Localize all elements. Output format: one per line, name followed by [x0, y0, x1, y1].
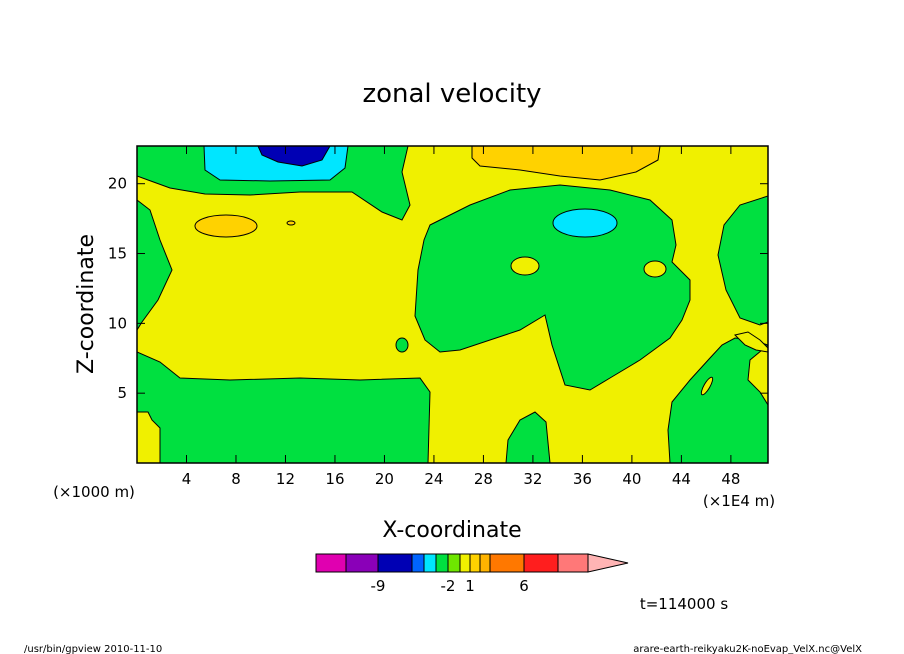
colorbar: [315, 553, 629, 573]
contour-green-left-lobe: [137, 199, 173, 331]
colorbar-box: [469, 553, 481, 573]
x-tick-label: 36: [573, 470, 592, 488]
contour-yellow-bottom-left-notch: [137, 411, 161, 463]
colorbar-box: [523, 553, 559, 573]
colorbar-box: [411, 553, 425, 573]
colorbar-box: [459, 553, 471, 573]
contour-green-bottom-left: [137, 351, 431, 463]
colorbar-label: 1: [465, 577, 475, 595]
y-tick-label: 10: [108, 314, 127, 332]
y-axis-label: Z-coordinate: [74, 234, 99, 374]
contour-orange-top-right: [471, 146, 661, 181]
colorbar-box: [345, 553, 379, 573]
x-tick-label: 28: [474, 470, 493, 488]
x-tick-label: 48: [721, 470, 740, 488]
footer-right: arare-earth-reikyaku2K-noEvap_VelX.nc@Ve…: [633, 644, 862, 654]
x-tick-label: 16: [325, 470, 344, 488]
contour-blue-top: [257, 146, 331, 167]
time-label: t=114000 s: [640, 595, 728, 613]
colorbar-box: [447, 553, 461, 573]
y-tick-label: 20: [108, 175, 127, 193]
colorbar-box: [423, 553, 437, 573]
contour-orange-left: [194, 214, 258, 238]
x-scale-label: (×1E4 m): [703, 492, 775, 510]
contour-field: [137, 146, 768, 463]
colorbar-label: 6: [519, 577, 529, 595]
contour-green-bottom-center: [505, 411, 551, 463]
x-axis-ticks: 4 8 12 16 20 24 28 32 36 40 44 48: [182, 146, 740, 488]
y-tick-label: 15: [108, 245, 127, 263]
contour-yellow-slit: [700, 376, 714, 396]
colorbar-box: [489, 553, 525, 573]
colorbar-box: [435, 553, 449, 573]
contour-yellow-right-notch: [734, 331, 768, 353]
colorbar-labels: -9 -2 1 6: [371, 577, 529, 595]
y-tick-label: 5: [117, 384, 127, 402]
colorbar-label: -2: [441, 577, 456, 595]
contour-cyan-right: [552, 208, 618, 238]
x-axis-label: X-coordinate: [382, 518, 521, 543]
x-tick-label: 24: [424, 470, 443, 488]
colorbar-box: [377, 553, 413, 573]
y-axis-ticks: 5 10 15 20: [108, 175, 768, 402]
x-tick-label: 8: [231, 470, 241, 488]
contour-green-dot: [395, 337, 409, 353]
colorbar-arrow: [587, 553, 629, 573]
footer-left: /usr/bin/gpview 2010-11-10: [24, 644, 162, 654]
contour-green-center: [414, 184, 691, 391]
contour-green-right-lower: [667, 337, 768, 463]
colorbar-box: [479, 553, 491, 573]
colorbar-box: [557, 553, 589, 573]
x-tick-label: 32: [523, 470, 542, 488]
contour-yellow-hole-1: [510, 256, 540, 276]
x-tick-label: 40: [622, 470, 641, 488]
contour-orange-small: [286, 220, 296, 226]
x-tick-label: 12: [276, 470, 295, 488]
colorbar-box: [315, 553, 347, 573]
x-tick-label: 20: [375, 470, 394, 488]
plot-frame: [136, 145, 769, 464]
chart-title: zonal velocity: [362, 79, 541, 109]
x-tick-label: 4: [182, 470, 192, 488]
contour-yellow-hole-2: [643, 260, 667, 278]
x-unit-label: (×1000 m): [53, 483, 135, 501]
colorbar-label: -9: [371, 577, 386, 595]
x-tick-label: 44: [672, 470, 691, 488]
